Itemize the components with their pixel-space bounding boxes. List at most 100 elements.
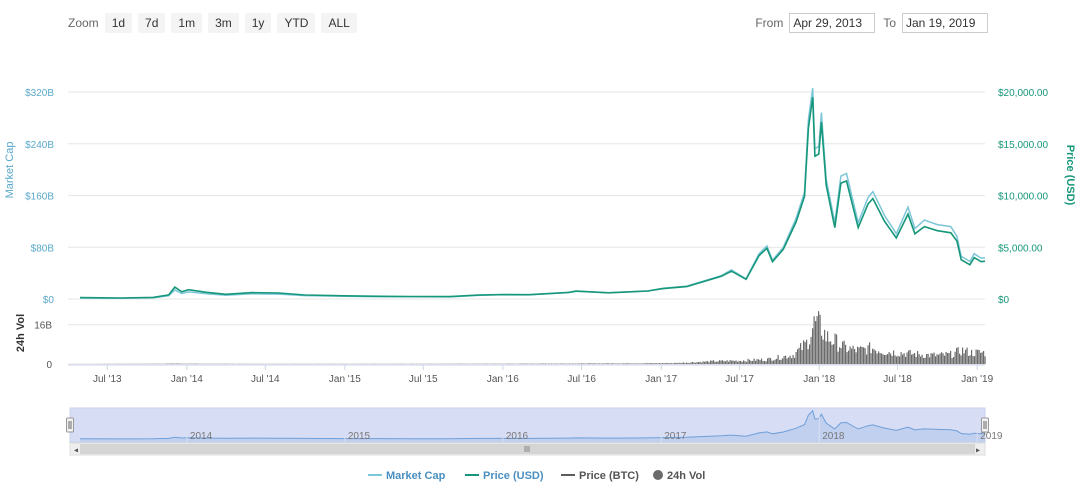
volume-bar [668,363,670,364]
volume-bar [915,357,917,364]
volume-bar [831,344,833,364]
legend-24h-vol[interactable]: 24h Vol [667,470,705,482]
volume-bar [612,363,614,364]
volume-bar [633,363,635,364]
volume-bar [690,362,692,364]
volume-bar [828,341,830,364]
volume-bar [981,352,983,364]
volume-bar [936,354,938,364]
navigator-tick-label: 2014 [190,431,213,442]
legend-24h-vol-symbol [653,470,663,480]
left-axis-title: Market Cap [4,142,16,199]
volume-bar [707,361,709,364]
volume-axis-tick-label: 0 [46,360,52,371]
volume-bar [969,355,971,364]
volume-bar [611,363,613,364]
navigator-handle-left[interactable] [66,417,74,433]
right-axis-title: Price (USD) [1064,145,1076,206]
grid-lines [68,91,985,365]
volume-bar [767,358,769,364]
zoom-button-1y[interactable]: 1y [244,13,272,33]
zoom-button-7d[interactable]: 7d [138,13,166,33]
volume-bar [866,354,868,364]
volume-bar [951,358,953,364]
volume-bar [911,354,913,364]
volume-bar [909,349,911,364]
navigator[interactable]: 2014 2015 2016 2017 2018 2019 ◂ ▸ [66,407,1003,456]
volume-bar [803,340,805,364]
legend-price-usd[interactable]: Price (USD) [483,470,544,482]
volume-bar [782,358,784,364]
volume-bar [722,360,724,364]
zoom-button-3m[interactable]: 3m [208,13,239,33]
volume-bar [957,347,959,364]
volume-bar [779,359,781,364]
volume-bar [701,362,703,364]
x-axis-tick-label: Jul '18 [883,374,912,385]
volume-bar [938,354,940,364]
volume-bar [905,356,907,364]
volume-bar [540,363,542,364]
volume-bar [587,363,589,364]
zoom-button-ytd[interactable]: YTD [277,13,316,33]
x-axis-tick-label: Jul '15 [409,374,438,385]
volume-bar [693,362,695,364]
x-axis-tick-label: Jan '17 [645,374,677,385]
volume-bar [674,362,676,364]
volume-bar [647,363,649,364]
legend-market-cap[interactable]: Market Cap [386,470,446,482]
legend-price-btc[interactable]: Price (BTC) [579,470,639,482]
from-date-input[interactable] [789,13,876,33]
volume-bar [591,363,593,364]
navigator-handle-right[interactable] [981,417,989,433]
right-axis-tick-label: $10,000.00 [998,192,1048,203]
volume-bar [744,361,746,364]
volume-bar [845,344,847,364]
volume-bar [737,361,739,364]
volume-bar [711,360,713,364]
zoom-button-all[interactable]: ALL [321,13,357,33]
x-axis-tick-label: Jan '14 [171,374,203,385]
volume-bar [648,363,650,364]
volume-bar [764,360,766,364]
left-axis-tick-label: $0 [43,295,55,306]
volume-bar [900,352,902,364]
x-axis-tick-label: Jul '16 [567,374,596,385]
volume-bar [966,347,968,364]
volume-bar [618,363,620,364]
volume-bar [579,363,581,364]
volume-bar [774,359,776,364]
volume-bar [590,363,592,364]
volume-bar [588,363,590,364]
left-axis-tick-label: $160B [25,192,54,203]
x-axis-tick-label: Jul '14 [251,374,280,385]
x-axis-tick-label: Jul '13 [93,374,122,385]
right-axis-tick-label: $0 [998,295,1010,306]
x-axis-tick-label: Jan '15 [329,374,361,385]
volume-bar [810,336,812,364]
volume-bar [945,352,947,364]
volume-bar [656,363,658,364]
volume-bar [644,363,646,364]
volume-bar [699,361,701,364]
zoom-button-1m[interactable]: 1m [171,13,203,33]
volume-bar [740,360,742,364]
volume-bar [848,350,850,364]
volume-bar [750,360,752,364]
volume-bar [623,363,625,364]
volume-bar [797,349,799,364]
volume-bar [692,362,694,364]
volume-bar [725,361,727,364]
volume-bar [747,358,749,364]
volume-bar [773,360,775,364]
zoom-button-1d[interactable]: 1d [104,13,133,33]
volume-bar [959,353,961,364]
zoom-controls: Zoom 1d 7d 1m 3m 1y YTD ALL [68,12,363,34]
navigator-tick-label: 2016 [506,431,529,442]
to-date-input[interactable] [902,13,988,33]
volume-bar [642,363,644,364]
volume-bar [834,333,836,364]
volume-bar [639,363,641,364]
volume-bar [665,363,667,364]
right-axis-tick-label: $15,000.00 [998,140,1048,151]
